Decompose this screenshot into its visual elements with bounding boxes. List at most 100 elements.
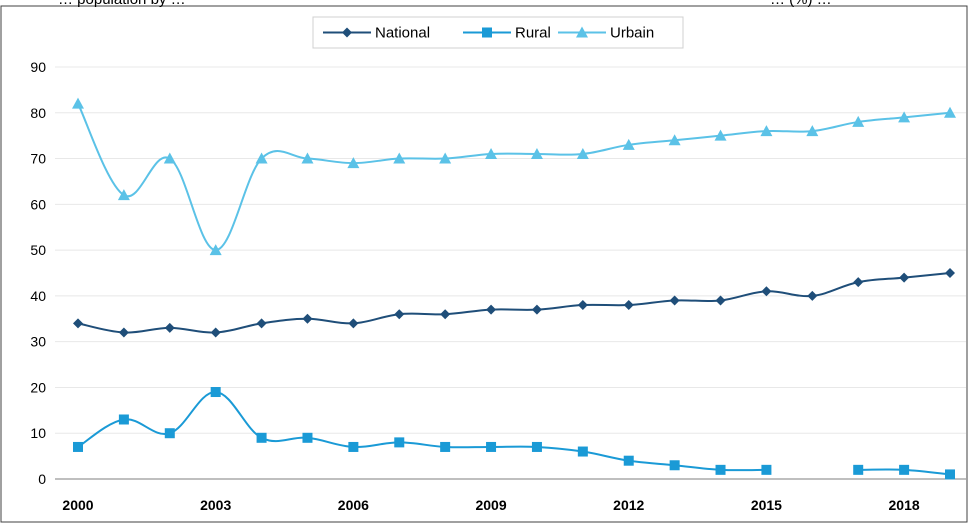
y-tick-label: 80 xyxy=(30,105,46,121)
data-point-rural xyxy=(394,437,405,448)
data-point-rural xyxy=(531,441,542,452)
legend-label-urbain: Urbain xyxy=(610,25,654,42)
data-point-national xyxy=(715,295,726,306)
legend-item-urbain: Urbain xyxy=(558,25,654,42)
series-urbain xyxy=(72,97,956,256)
data-point-rural xyxy=(577,446,588,457)
data-point-urbain xyxy=(760,125,773,137)
x-tick-label: 2009 xyxy=(475,497,506,513)
series-rural xyxy=(73,387,955,480)
data-point-national xyxy=(210,327,221,338)
chart-border xyxy=(0,5,968,523)
series-layer xyxy=(72,97,956,480)
data-point-rural xyxy=(486,441,497,452)
data-point-urbain xyxy=(530,147,543,159)
grid-layer xyxy=(55,66,966,434)
data-point-national xyxy=(440,309,451,320)
legend-marker-rural xyxy=(482,27,492,38)
y-tick-label: 0 xyxy=(38,471,46,487)
data-point-urbain xyxy=(255,152,268,164)
y-tick-label: 70 xyxy=(30,151,46,167)
data-point-rural xyxy=(899,464,910,475)
data-point-national xyxy=(945,268,955,278)
data-point-national xyxy=(853,277,864,288)
data-point-national xyxy=(807,290,818,301)
data-point-national xyxy=(577,300,588,311)
data-point-national xyxy=(899,272,910,283)
x-tick-label: 2012 xyxy=(613,497,644,513)
data-point-urbain xyxy=(117,189,130,201)
legend-label-rural: Rural xyxy=(515,25,551,42)
data-point-rural xyxy=(348,441,359,452)
data-point-urbain xyxy=(944,106,956,118)
data-point-urbain xyxy=(668,134,681,146)
data-point-rural xyxy=(945,469,955,480)
data-point-rural xyxy=(761,464,772,475)
legend-item-national: National xyxy=(323,25,430,42)
data-point-rural xyxy=(715,464,726,475)
legend-marker-national xyxy=(342,27,352,38)
data-point-rural xyxy=(164,428,175,439)
chart-title-left: … population by … xyxy=(58,0,186,8)
y-tick-label: 90 xyxy=(30,59,46,75)
data-point-urbain xyxy=(485,147,498,159)
data-point-national xyxy=(256,318,267,329)
data-point-urbain xyxy=(72,97,84,109)
data-point-national xyxy=(118,327,129,338)
data-point-national xyxy=(394,309,405,320)
data-point-urbain xyxy=(852,115,865,127)
data-point-national xyxy=(302,313,313,324)
data-point-rural xyxy=(118,414,129,425)
data-point-rural xyxy=(853,464,864,475)
data-point-rural xyxy=(210,387,221,398)
x-tick-label: 2000 xyxy=(62,497,93,513)
data-point-rural xyxy=(669,460,680,471)
data-point-urbain xyxy=(393,152,406,164)
data-point-urbain xyxy=(163,152,176,164)
x-tick-label: 2006 xyxy=(338,497,369,513)
data-point-national xyxy=(531,304,542,315)
x-tick-label: 2015 xyxy=(751,497,782,513)
data-point-national xyxy=(73,318,83,329)
data-point-national xyxy=(164,322,175,333)
data-point-urbain xyxy=(622,138,635,150)
data-point-rural xyxy=(623,455,634,466)
data-point-urbain xyxy=(209,244,222,256)
data-point-urbain xyxy=(806,125,819,137)
data-point-urbain xyxy=(714,129,727,141)
y-tick-label: 20 xyxy=(30,379,46,395)
data-point-national xyxy=(761,286,772,297)
data-point-national xyxy=(623,300,634,311)
data-point-national xyxy=(486,304,497,315)
y-tick-label: 10 xyxy=(30,425,46,441)
data-point-rural xyxy=(73,441,83,452)
series-line-rural xyxy=(77,391,767,472)
legend: National Rural Urbain xyxy=(312,16,684,49)
data-point-urbain xyxy=(439,152,452,164)
data-point-rural xyxy=(256,432,267,443)
data-point-urbain xyxy=(347,157,360,169)
y-tick-label: 30 xyxy=(30,334,46,350)
legend-marker-urbain xyxy=(576,26,588,38)
data-point-national xyxy=(348,318,359,329)
legend-item-rural: Rural xyxy=(463,25,551,42)
chart-title-right: … (%) … xyxy=(770,0,832,8)
y-tick-label: 60 xyxy=(30,196,46,212)
legend-label-national: National xyxy=(375,25,430,42)
data-point-urbain xyxy=(301,152,314,164)
x-tick-label: 2018 xyxy=(889,497,920,513)
y-tick-label: 50 xyxy=(30,242,46,258)
data-point-national xyxy=(669,295,680,306)
y-tick-label: 40 xyxy=(30,288,46,304)
axis-layer: 0 10 20 30 40 50 60 70 80 90 2000 2003 2006 2009 2012 2… xyxy=(30,59,966,513)
series-national xyxy=(73,268,955,338)
x-tick-label: 2003 xyxy=(200,497,231,513)
data-point-urbain xyxy=(898,111,911,123)
title-layer: … population by … … (%) … xyxy=(58,0,832,8)
data-point-urbain xyxy=(576,147,589,159)
data-point-rural xyxy=(302,432,313,443)
data-point-rural xyxy=(440,441,451,452)
